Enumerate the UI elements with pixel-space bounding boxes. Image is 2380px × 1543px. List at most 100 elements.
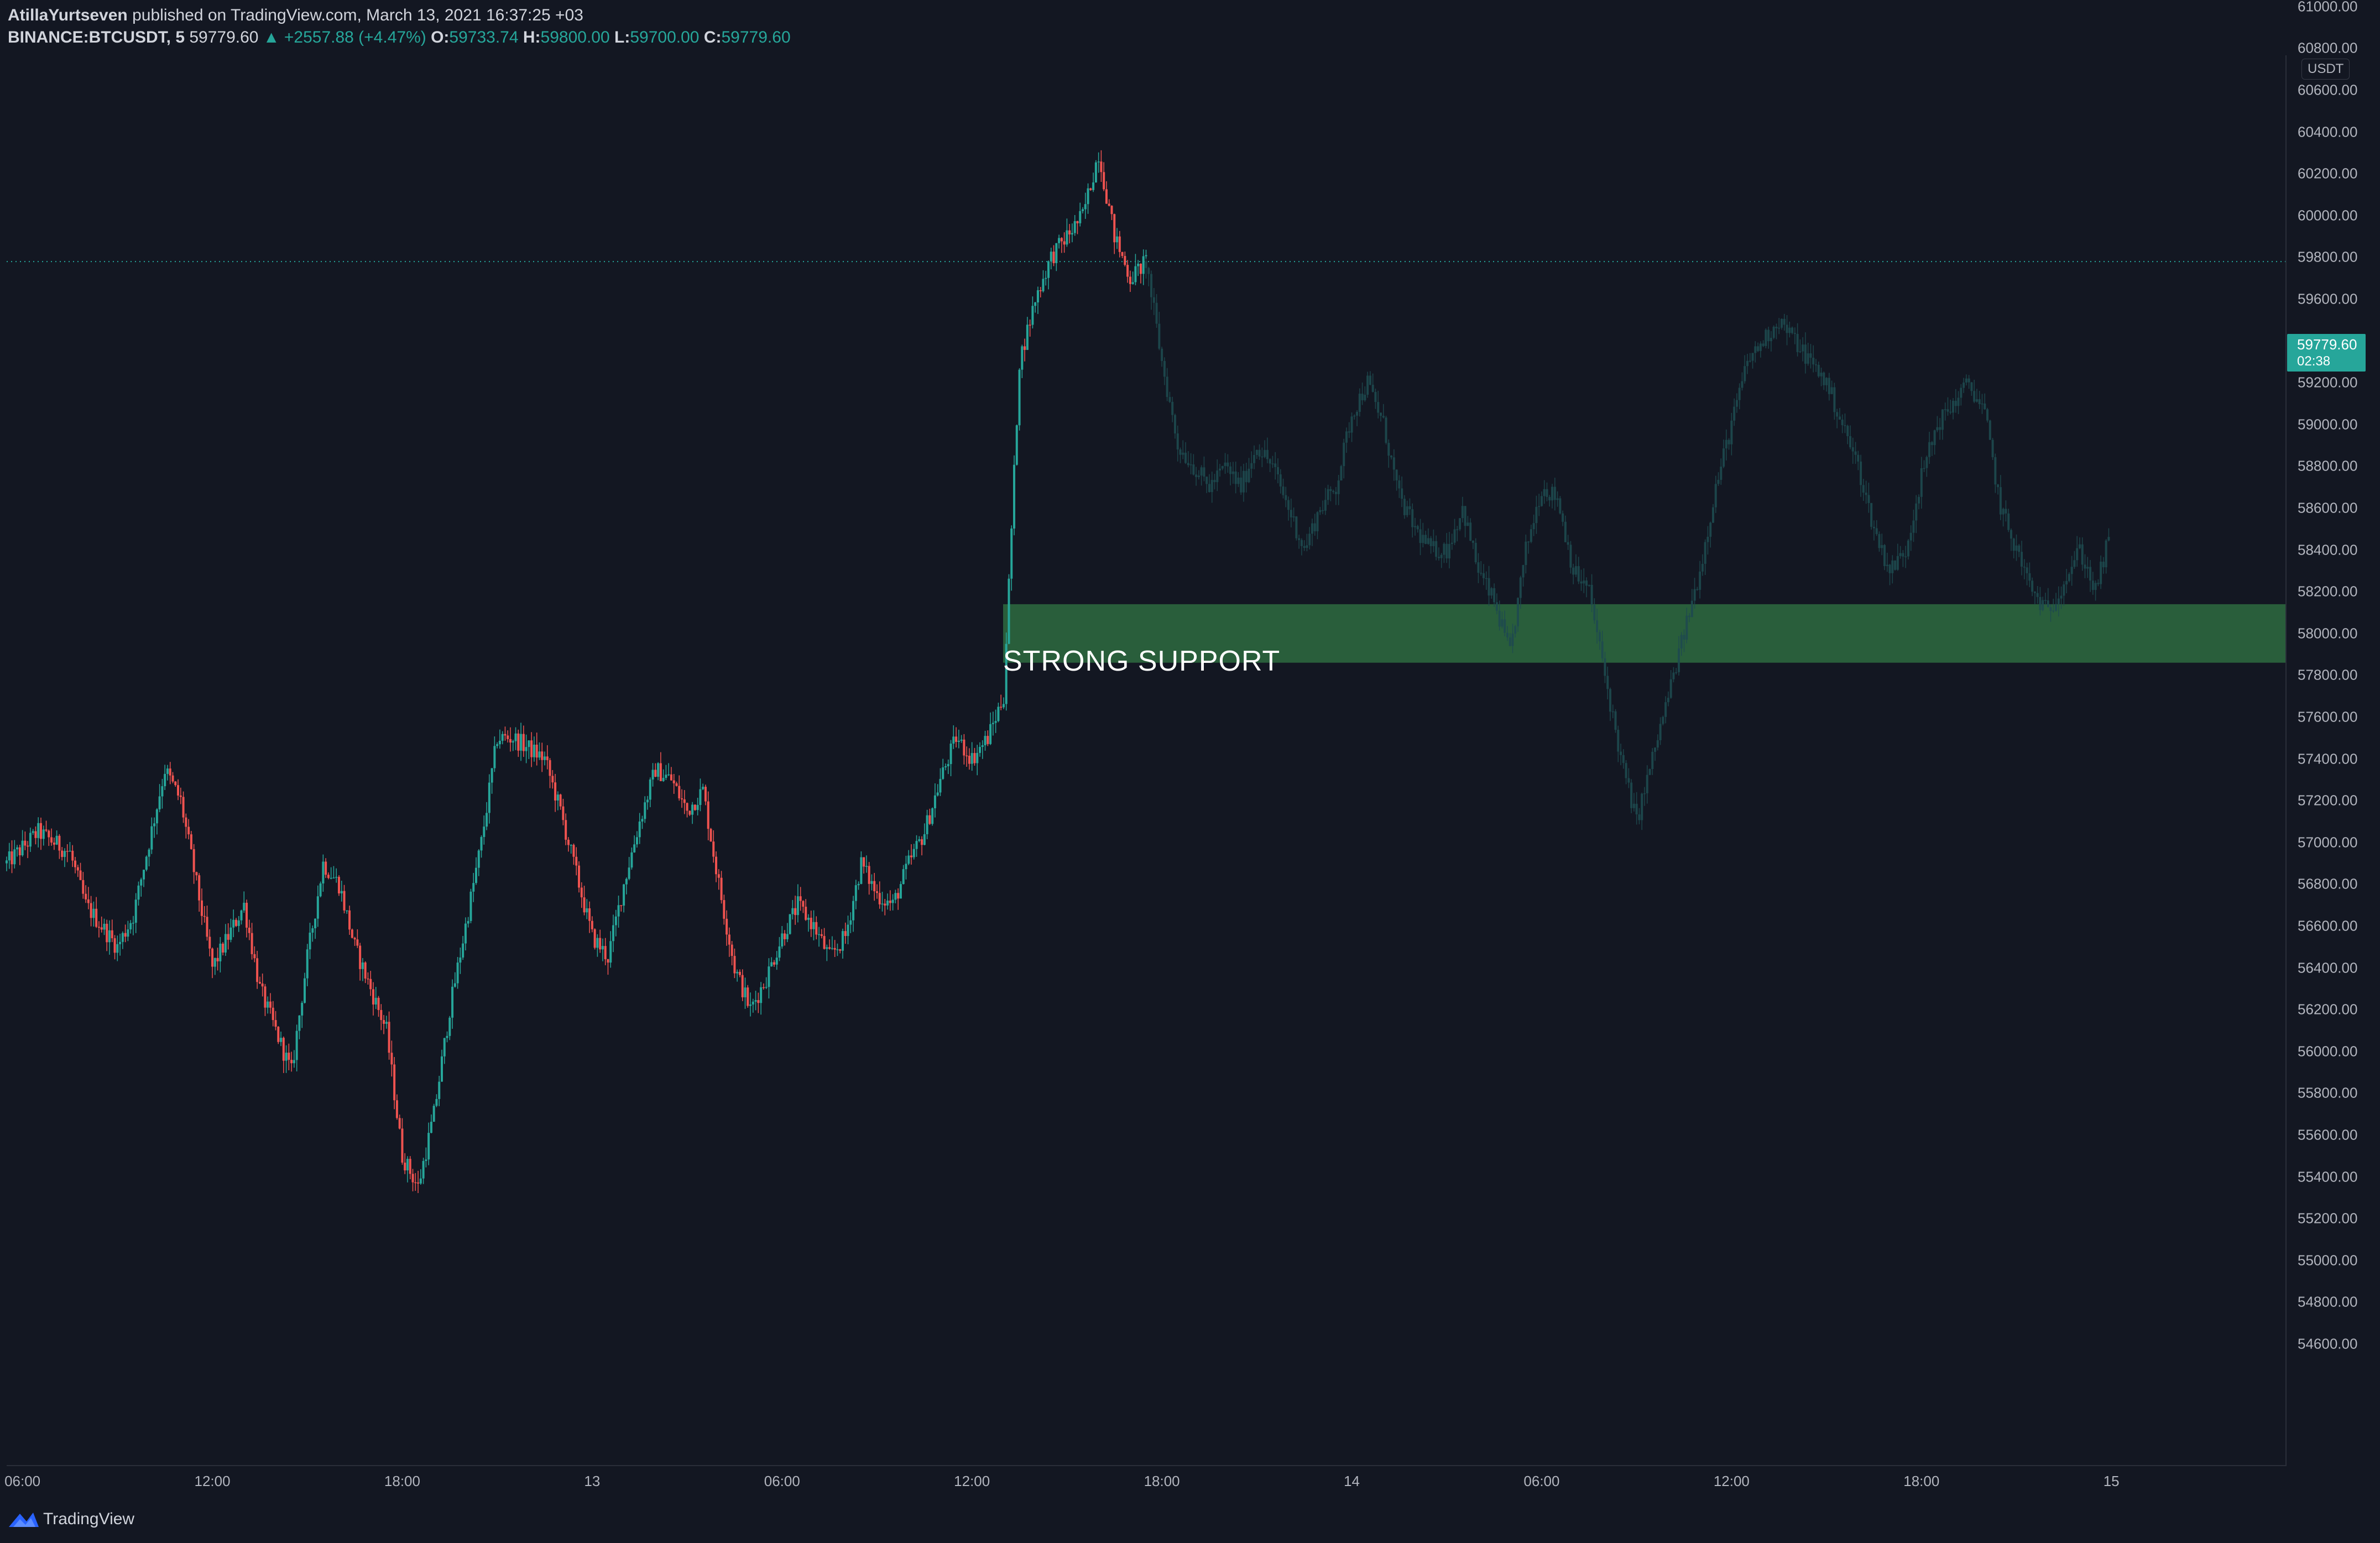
currency-badge[interactable]: USDT xyxy=(2301,59,2350,80)
projection-candle xyxy=(2007,509,2010,532)
projection-candle xyxy=(1664,696,1667,724)
candle xyxy=(1005,632,1008,711)
projection-candle xyxy=(1809,344,1812,369)
candle xyxy=(1047,260,1050,290)
tradingview-brand[interactable]: TradingView xyxy=(8,1508,134,1530)
projection-candle xyxy=(1667,691,1669,707)
candle xyxy=(477,849,480,876)
projection-candle xyxy=(1802,337,1804,362)
candle xyxy=(137,881,140,906)
time-tick-label: 12:00 xyxy=(194,1473,231,1489)
projection-candle xyxy=(1422,522,1424,548)
candle xyxy=(686,802,688,818)
projection-candle xyxy=(1445,533,1448,563)
author-name[interactable]: AtillaYurtseven xyxy=(8,6,128,24)
projection-candle xyxy=(1353,414,1356,420)
projection-candle xyxy=(1226,454,1229,473)
candle xyxy=(322,854,325,892)
candle xyxy=(878,881,881,909)
support-annotation-label[interactable]: STRONG SUPPORT xyxy=(1003,645,1281,677)
projection-candle xyxy=(1941,409,1944,440)
candle xyxy=(501,731,504,745)
candle xyxy=(723,895,726,925)
candle xyxy=(968,748,970,770)
projection-candle xyxy=(1672,667,1675,683)
candle xyxy=(211,947,214,979)
time-tick-label: 12:00 xyxy=(954,1473,990,1489)
projection-candle xyxy=(1556,491,1559,507)
candle xyxy=(311,925,314,942)
projection-candle xyxy=(1577,557,1580,584)
candle xyxy=(517,729,520,757)
candle xyxy=(1013,455,1016,536)
projection-candle xyxy=(1313,514,1316,536)
candle xyxy=(554,773,557,812)
price-tick-label: 55400.00 xyxy=(2298,1168,2358,1185)
projection-candle xyxy=(1559,496,1562,515)
candle xyxy=(683,790,686,814)
candle xyxy=(100,916,103,933)
candle xyxy=(462,935,464,960)
projection-candle xyxy=(1258,444,1261,460)
projection-candle xyxy=(1902,550,1904,567)
candle xyxy=(293,1050,295,1068)
candle xyxy=(791,899,794,920)
candle xyxy=(665,765,667,780)
price-tick-label: 55200.00 xyxy=(2298,1210,2358,1227)
candle xyxy=(486,802,488,830)
candle xyxy=(306,944,309,986)
candle xyxy=(97,921,100,938)
candle xyxy=(1084,192,1087,219)
projection-candle xyxy=(1683,629,1685,652)
projection-candle xyxy=(1319,506,1322,515)
projection-candle xyxy=(2028,562,2031,588)
candle xyxy=(166,765,169,781)
projection-candle xyxy=(1329,486,1332,501)
candle xyxy=(591,916,593,933)
candle xyxy=(37,817,40,848)
projection-candle xyxy=(1723,440,1725,468)
candle xyxy=(1145,249,1147,259)
candle xyxy=(488,774,490,824)
projection-candle xyxy=(1952,397,1955,420)
candle xyxy=(578,861,581,893)
projection-candle xyxy=(1751,353,1754,369)
projection-candle xyxy=(2107,528,2110,542)
projection-candle xyxy=(1954,389,1957,413)
candle xyxy=(161,778,164,809)
candle xyxy=(641,815,644,829)
projection-candle xyxy=(1398,475,1401,498)
candle xyxy=(243,891,246,913)
projection-candle xyxy=(1997,484,2000,495)
time-tick-label: 18:00 xyxy=(1903,1473,1940,1489)
projection-candle xyxy=(1380,412,1382,422)
candle xyxy=(849,912,852,933)
candle xyxy=(325,858,327,878)
candle xyxy=(69,841,71,852)
projection-candle xyxy=(1242,463,1245,502)
candle xyxy=(377,996,380,1017)
candle xyxy=(936,784,939,797)
candle xyxy=(751,998,754,1013)
projection-candle xyxy=(1907,538,1909,560)
candle xyxy=(1039,287,1042,298)
projection-candle xyxy=(1506,626,1509,641)
projection-candle xyxy=(1184,442,1187,464)
projection-candle xyxy=(1271,456,1274,468)
projection-candle xyxy=(1337,474,1340,505)
candle xyxy=(852,896,855,932)
support-zone[interactable] xyxy=(1003,604,2285,663)
projection-candle xyxy=(1551,484,1554,509)
projection-candle xyxy=(1706,526,1709,555)
projection-candle xyxy=(1984,393,1986,410)
candle xyxy=(704,784,707,806)
price-tick-label: 59600.00 xyxy=(2298,290,2358,307)
candle xyxy=(688,810,691,817)
symbol-label[interactable]: BINANCE:BTCUSDT, 5 xyxy=(8,28,185,46)
projection-candle xyxy=(1147,266,1150,286)
candle xyxy=(290,1052,293,1072)
projection-candle xyxy=(1933,430,1936,455)
projection-candle xyxy=(1606,666,1609,700)
candle xyxy=(227,923,229,950)
